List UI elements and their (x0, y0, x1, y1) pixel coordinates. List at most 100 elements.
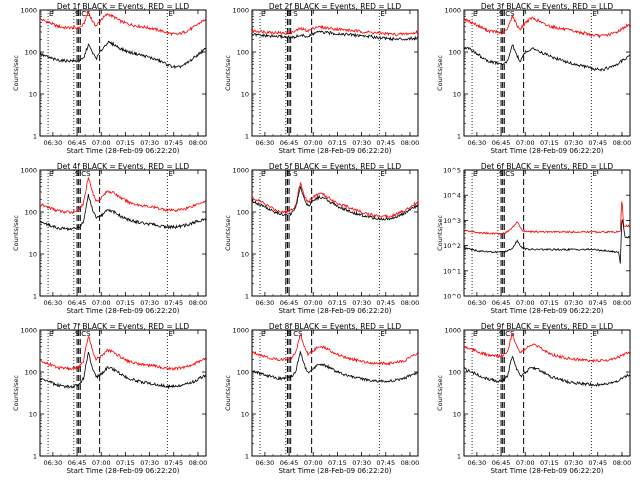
panel-1-xtick-label: 07:15 (116, 139, 135, 147)
panel-3-ytick-label: 10 (453, 91, 461, 99)
panel-4-xtick-label: 07:45 (164, 299, 183, 307)
panel-2-ytick-label: 1000 (232, 7, 249, 15)
panel-8-xtick-label: 07:30 (352, 459, 371, 467)
panel-7-series-events (39, 351, 207, 390)
panel-3-ytick-label: 1000 (444, 7, 461, 15)
panel-9-ytick-label: 10 (453, 411, 461, 419)
panel-3-xlabel: Start Time (28-Feb-09 06:22:20) (490, 147, 603, 155)
panel-4-xtick-label: 07:00 (92, 299, 111, 307)
panel-6-ytick-label: 10^0 (443, 293, 461, 301)
panel-4-marker-label: E (168, 170, 172, 178)
panel-5-xtick-label: 06:45 (280, 299, 299, 307)
panel-8-xtick-label: 06:30 (256, 459, 275, 467)
panel-9-ytick-label: 100 (449, 369, 461, 377)
panel-8-series-lld (251, 334, 419, 366)
panel-9-xtick-label: 07:30 (564, 459, 583, 467)
panel-4-xtick-label: 07:30 (140, 299, 159, 307)
panel-1-title: Det 1f BLACK = Events, RED = LLD (57, 2, 190, 11)
panel-8-marker-label: E (380, 330, 384, 338)
panel-8-xtick-label: 06:45 (280, 459, 299, 467)
panel-2-frame (251, 9, 419, 137)
panel-5-xtick-label: 07:30 (352, 299, 371, 307)
panel-4-marker-label: S (75, 170, 80, 178)
panel-9-ylabel: Counts/sec (436, 375, 444, 411)
panel-1-xtick-label: 07:00 (92, 139, 111, 147)
panel-4-ylabel: Counts/sec (12, 215, 20, 251)
panel-6-xtick-label: 07:15 (540, 299, 559, 307)
panel-1-frame (39, 9, 207, 137)
panel-6-xtick-label: 07:00 (516, 299, 535, 307)
panel-1-ytick-label: 1 (33, 133, 37, 141)
panel-2-xtick-label: 07:30 (352, 139, 371, 147)
panel-9-ytick-label: 1000 (444, 327, 461, 335)
panel-1-ylabel: Counts/sec (12, 55, 20, 91)
panel-8-ytick-label: 10 (241, 411, 249, 419)
panel-4-xtick-label: 06:30 (44, 299, 63, 307)
panel-7-marker-label: E (168, 330, 172, 338)
panel-2-ytick-label: 1 (245, 133, 249, 141)
panel-1-marker-label: S (75, 10, 80, 18)
panel-1-series-events (39, 40, 207, 70)
panel-7-xtick-label: 07:00 (92, 459, 111, 467)
panel-7-xtick-label: 07:45 (164, 459, 183, 467)
panel-2-xtick-label: 06:30 (256, 139, 275, 147)
panel-1-ytick-label: 10 (29, 91, 37, 99)
panel-4-frame (39, 169, 207, 297)
panel-4-xlabel: Start Time (28-Feb-09 06:22:20) (66, 307, 179, 315)
panel-5-ylabel: Counts/sec (224, 215, 232, 251)
panel-5-frame (251, 169, 419, 297)
panel-8-marker-label: CS (293, 330, 303, 338)
panel-3-xtick-label: 08:00 (613, 139, 632, 147)
panel-2-xtick-label: 06:45 (280, 139, 299, 147)
panel-2-marker-label: S (287, 10, 292, 18)
panel-6-frame (463, 169, 631, 297)
panel-6-marker-label: CS (505, 170, 515, 178)
panel-9-xlabel: Start Time (28-Feb-09 06:22:20) (490, 467, 603, 475)
panel-9-series-lld (463, 333, 631, 364)
panel-6-ytick-label: 10^3 (443, 217, 461, 225)
panel-7-ytick-label: 1 (33, 453, 37, 461)
panel-8-xtick-label: 07:45 (376, 459, 395, 467)
panel-7-title: Det 7f BLACK = Events, RED = LLD (57, 322, 190, 331)
panel-9-title: Det 9f BLACK = Events, RED = LLD (481, 322, 614, 331)
panel-6-series-lld (463, 201, 631, 236)
panel-5-ytick-label: 100 (237, 209, 249, 217)
panel-6-ytick-label: 10^2 (443, 242, 461, 250)
panel-5-xtick-label: 07:45 (376, 299, 395, 307)
panel-8-xtick-label: 08:00 (401, 459, 420, 467)
panel-1-marker-label: CS (81, 10, 91, 18)
panel-3-series-events (463, 44, 631, 72)
panel-7-marker-label: CS (81, 330, 91, 338)
panel-8-ytick-label: 1000 (232, 327, 249, 335)
panel-5-xtick-label: 06:30 (256, 299, 275, 307)
panel-9-xtick-label: 07:45 (588, 459, 607, 467)
panel-8-series-events (251, 351, 419, 384)
panel-9-marker-label: E (473, 330, 477, 338)
panel-4-ytick-label: 10 (29, 251, 37, 259)
panel-3-ytick-label: 100 (449, 49, 461, 57)
panel-8-marker-label: S (287, 330, 292, 338)
panel-2-xtick-label: 07:45 (376, 139, 395, 147)
panel-6-series-events (463, 219, 631, 264)
panel-8-marker-label: E (261, 330, 265, 338)
panel-7-ytick-label: 100 (25, 369, 37, 377)
panel-4-ytick-label: 100 (25, 209, 37, 217)
panel-4-xtick-label: 08:00 (189, 299, 208, 307)
panel-1-ytick-label: 100 (25, 49, 37, 57)
panel-1-xtick-label: 06:45 (68, 139, 87, 147)
panel-6-marker-label: S (499, 170, 504, 178)
panel-7-frame (39, 329, 207, 457)
panel-5-series-events (251, 186, 419, 221)
panel-8-xtick-label: 07:00 (304, 459, 323, 467)
panel-9-marker-label: CS (505, 330, 515, 338)
panel-6-xtick-label: 07:30 (564, 299, 583, 307)
panel-5-marker-label: E (261, 170, 265, 178)
panel-6-xlabel: Start Time (28-Feb-09 06:22:20) (490, 307, 603, 315)
panel-3-ylabel: Counts/sec (436, 55, 444, 91)
panel-7-xtick-label: 06:30 (44, 459, 63, 467)
panel-4-title: Det 4f BLACK = Events, RED = LLD (57, 162, 190, 171)
panel-9-marker-label: E (592, 330, 596, 338)
panel-7-marker-label: E (49, 330, 53, 338)
panel-5-marker-label: S (293, 170, 298, 178)
